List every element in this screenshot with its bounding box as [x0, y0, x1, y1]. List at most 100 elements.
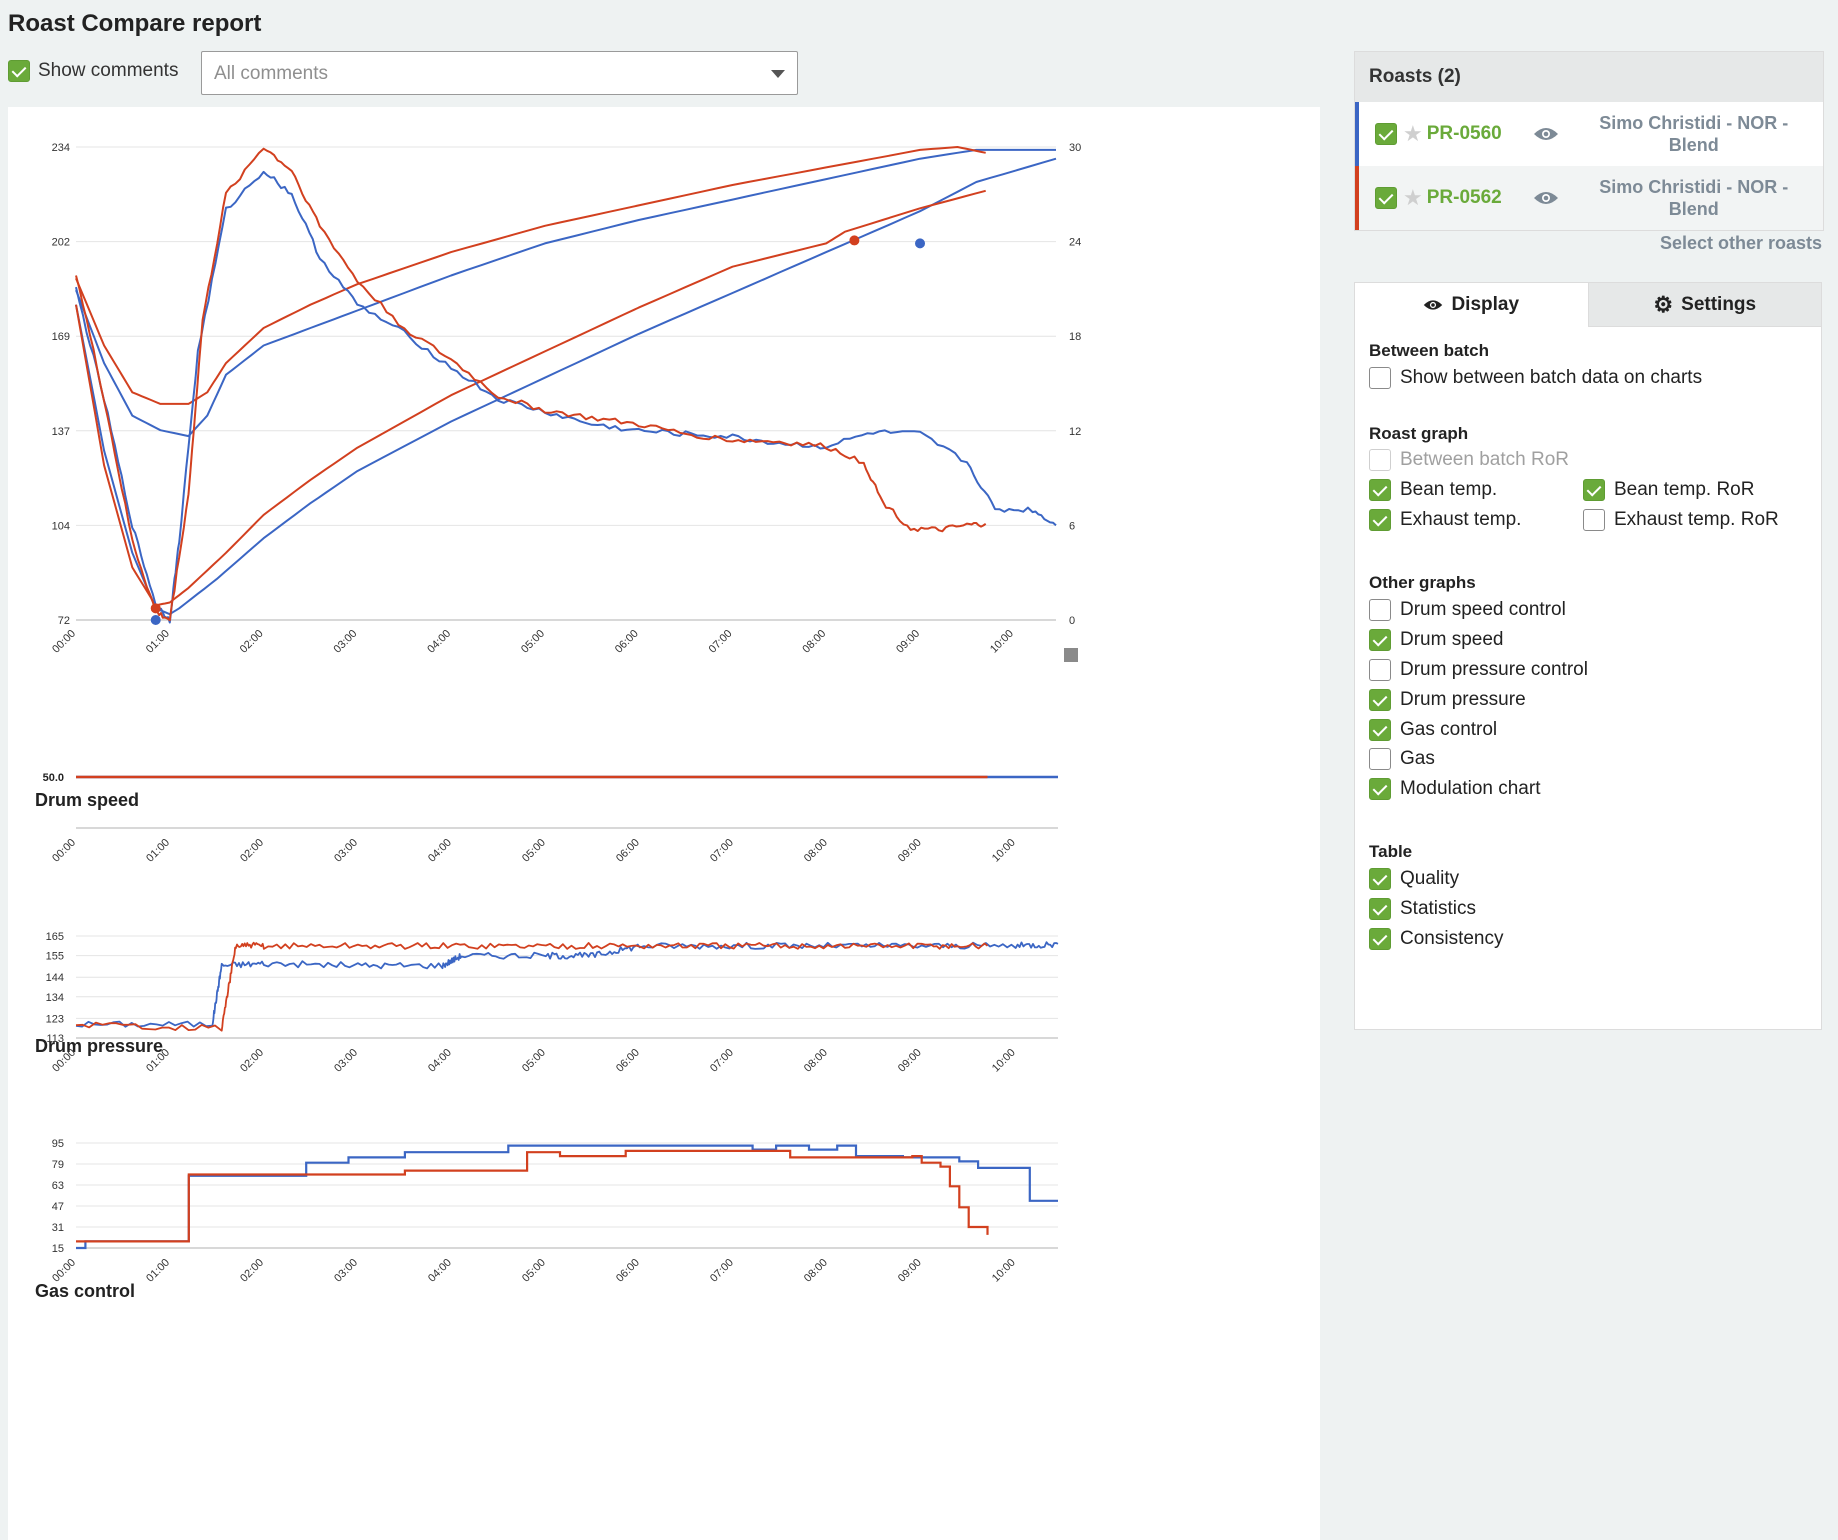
exhaust-temp-line [75, 148, 1056, 438]
checkbox[interactable] [1369, 659, 1391, 681]
checkbox[interactable] [1583, 509, 1605, 531]
x-tick-label: 00:00 [50, 1257, 78, 1285]
option-gas-control[interactable]: Gas control [1369, 719, 1497, 741]
display-settings-panel: Display ⚙ Settings Between batch Show be… [1354, 282, 1822, 1030]
y-left-tick-label: 104 [52, 520, 70, 532]
gas-control-title: Gas control [35, 1281, 136, 1301]
x-tick-label: 10:00 [990, 1257, 1018, 1285]
roast-row[interactable]: ★ PR-0560 Simo Christidi - NOR - Blend [1355, 102, 1823, 166]
checkbox[interactable] [1369, 719, 1391, 741]
event-marker [150, 615, 161, 625]
checkbox[interactable] [1369, 479, 1391, 501]
option-label: Bean temp. RoR [1614, 479, 1755, 500]
star-icon[interactable]: ★ [1403, 121, 1423, 146]
checkbox[interactable] [1369, 778, 1391, 800]
x-tick-label: 09:00 [896, 1257, 924, 1285]
exhaust-temp-line [75, 146, 986, 405]
x-tick-label: 05:00 [520, 1257, 548, 1285]
tab-settings-label: Settings [1681, 293, 1757, 315]
option-show-between-batch[interactable]: Show between batch data on charts [1369, 367, 1702, 389]
comments-filter-value: All comments [214, 63, 329, 84]
bean-temp-ror-line [75, 170, 1057, 624]
x-tick-label: 08:00 [802, 1257, 830, 1285]
comments-filter-select[interactable]: All comments [201, 51, 798, 95]
option-label: Between batch RoR [1400, 449, 1569, 470]
option-label: Drum speed control [1400, 599, 1566, 620]
option-label: Bean temp. [1400, 479, 1498, 500]
y-tick-label: 123 [46, 1013, 64, 1025]
y-tick-label: 113 [46, 1033, 64, 1045]
x-tick-label: 07:00 [708, 1257, 736, 1285]
roast-id-link[interactable]: PR-0560 [1426, 123, 1502, 144]
checkbox[interactable] [1369, 898, 1391, 920]
y-left-tick-label: 202 [52, 237, 70, 249]
option-label: Consistency [1400, 928, 1504, 949]
option-exhaust-temp[interactable]: Exhaust temp. [1369, 509, 1521, 531]
show-comments-toggle[interactable]: Show comments [8, 60, 178, 82]
option-modulation-chart[interactable]: Modulation chart [1369, 778, 1540, 800]
eye-icon[interactable] [1533, 126, 1559, 142]
option-drum-speed[interactable]: Drum speed [1369, 629, 1504, 651]
checkbox[interactable] [1369, 689, 1391, 711]
checkbox[interactable] [1369, 748, 1391, 770]
tab-display[interactable]: Display [1355, 283, 1588, 327]
x-tick-label: 02:00 [238, 1257, 266, 1285]
option-exhaust-temp-ror[interactable]: Exhaust temp. RoR [1583, 509, 1779, 531]
show-comments-checkbox[interactable] [8, 60, 30, 82]
eye-icon[interactable] [1533, 190, 1559, 206]
bean-temp-ror-line [75, 147, 987, 622]
checkbox[interactable] [1369, 367, 1391, 389]
option-drum-speed-control[interactable]: Drum speed control [1369, 599, 1566, 621]
checkbox[interactable] [1369, 509, 1391, 531]
x-tick-label: 06:00 [614, 1257, 642, 1285]
tab-settings[interactable]: ⚙ Settings [1587, 283, 1821, 327]
roast-name: Simo Christidi - NOR - Blend [1599, 177, 1789, 219]
option-label: Statistics [1400, 898, 1477, 919]
y-tick-label: 31 [52, 1222, 64, 1234]
option-label: Drum pressure [1400, 689, 1526, 710]
event-marker [150, 603, 161, 614]
roast-row[interactable]: ★ PR-0562 Simo Christidi - NOR - Blend [1355, 166, 1823, 230]
roast-checkbox[interactable] [1375, 123, 1397, 145]
y-right-tick-label: 12 [1069, 426, 1081, 438]
star-icon[interactable]: ★ [1403, 185, 1423, 210]
roast-checkbox[interactable] [1375, 187, 1397, 209]
table-title: Table [1369, 842, 1413, 861]
roast-color-bar [1355, 166, 1359, 230]
y-left-tick-label: 72 [58, 615, 70, 627]
checkbox[interactable] [1369, 629, 1391, 651]
y-tick-label: 155 [46, 951, 64, 963]
checkbox[interactable] [1583, 479, 1605, 501]
y-tick-label: 134 [46, 992, 64, 1004]
roast-id-link[interactable]: PR-0562 [1426, 187, 1502, 208]
y-tick-label: 15 [52, 1243, 64, 1255]
y-right-tick-label: 0 [1069, 615, 1075, 627]
checkbox [1369, 449, 1391, 471]
checkbox[interactable] [1369, 928, 1391, 950]
between-batch-title: Between batch [1369, 341, 1489, 360]
gas-control-chart: 15 31 47 63 79 95 00:00 01:00 02:00 03:00 04:00 05:… [50, 1138, 1058, 1285]
y-tick-label: 95 [52, 1138, 64, 1150]
y-tick-label: 165 [46, 931, 64, 943]
option-gas[interactable]: Gas [1369, 748, 1435, 770]
checkbox[interactable] [1369, 868, 1391, 890]
roast-graph-title: Roast graph [1369, 424, 1469, 443]
option-bean-temp[interactable]: Bean temp. [1369, 479, 1497, 501]
y-right-tick-label: 30 [1069, 142, 1081, 154]
option-quality[interactable]: Quality [1369, 868, 1459, 890]
drum-pressure-line [75, 941, 989, 1032]
checkbox[interactable] [1369, 599, 1391, 621]
event-marker [915, 238, 926, 249]
select-other-roasts-link[interactable]: Select other roasts [1659, 233, 1822, 253]
option-drum-pressure[interactable]: Drum pressure [1369, 689, 1526, 711]
option-drum-pressure-control[interactable]: Drum pressure control [1369, 659, 1588, 681]
option-consistency[interactable]: Consistency [1369, 928, 1504, 950]
tab-display-label: Display [1451, 294, 1520, 315]
x-tick-label: 04:00 [426, 1257, 454, 1285]
option-bean-temp-ror[interactable]: Bean temp. RoR [1583, 479, 1754, 501]
y-tick-label: 47 [52, 1201, 64, 1213]
y-tick-label: 63 [52, 1180, 64, 1192]
roasts-header: Roasts (2) [1355, 52, 1823, 102]
option-statistics[interactable]: Statistics [1369, 898, 1476, 920]
y-tick-label: 79 [52, 1159, 64, 1171]
